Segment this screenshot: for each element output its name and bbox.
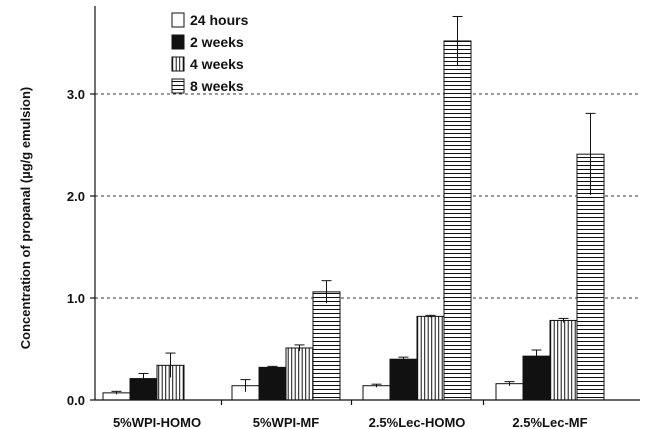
y-tick-label: 2.0 [67,189,85,204]
error-bars [111,15,596,395]
x-category-label: 5%WPI-MF [253,415,320,429]
bar [285,347,314,401]
x-category-labels: 5%WPI-HOMO 5%WPI-MF 2.5%Lec-HOMO 2.5%Lec-MF [113,400,588,429]
bar [522,355,551,401]
legend-entry-label: 8 weeks [190,78,244,94]
bar [576,153,605,401]
bar [312,291,341,401]
x-category-label: 2.5%Lec-HOMO [369,415,466,429]
legend-swatch [171,78,185,94]
x-category-label: 5%WPI-HOMO [113,415,201,429]
bar [362,385,391,401]
bar [549,319,578,401]
y-ticks: 0.0 1.0 2.0 3.0 [67,87,95,408]
legend-entry-label: 2 weeks [190,34,244,50]
x-category-label: 2.5%Lec-MF [512,415,587,429]
y-axis-label: Concentration of propanal (µg/g emulsion… [18,87,33,349]
bar [389,358,418,401]
legend-swatch [171,56,185,72]
gridlines [95,93,640,299]
y-tick-label: 0.0 [67,393,85,408]
legend-swatch [171,34,185,50]
bar [416,315,445,401]
bar [443,40,472,401]
bars [102,40,605,401]
legend-entry-label: 24 hours [190,12,249,28]
legend-entry-label: 4 weeks [190,56,244,72]
bar [495,383,524,401]
y-tick-label: 1.0 [67,291,85,306]
legend-swatch [171,12,185,28]
bar [258,366,287,401]
y-tick-label: 3.0 [67,87,85,102]
legend: 24 hours 2 weeks 4 weeks 8 weeks [171,12,249,94]
